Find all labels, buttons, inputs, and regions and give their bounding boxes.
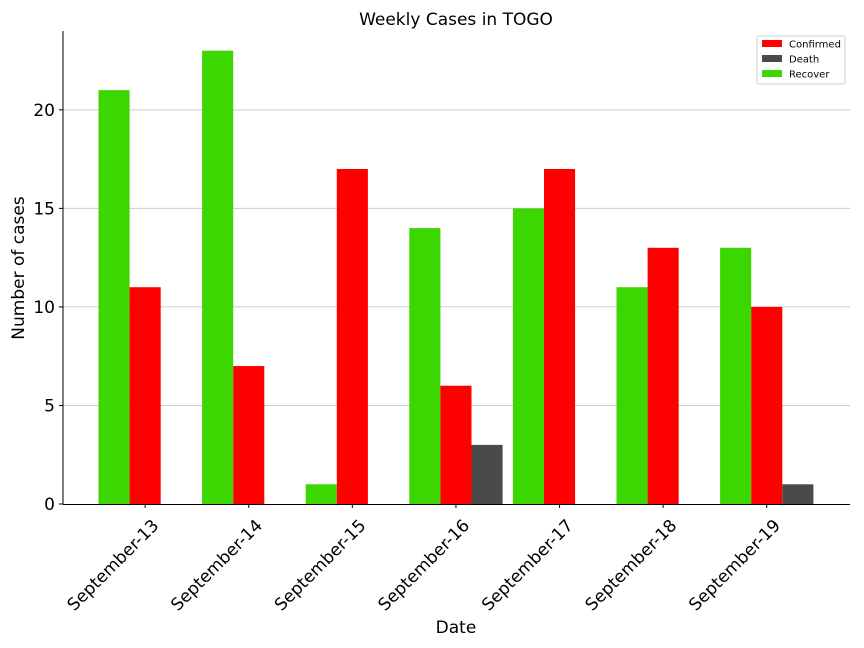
bar-confirmed-september-15 <box>336 168 368 505</box>
bar-confirmed-september-16 <box>440 385 472 504</box>
x-tick-label: September-16 <box>375 516 474 615</box>
legend: Confirmed Death Recover <box>756 35 846 85</box>
bars <box>98 50 814 505</box>
bar-recover-september-16 <box>409 228 441 505</box>
bar-confirmed-september-14 <box>233 366 265 504</box>
chart-title: Weekly Cases in TOGO <box>359 10 553 30</box>
x-tick-label: September-15 <box>271 516 370 615</box>
y-tick-label: 0 <box>44 495 55 515</box>
x-ticks: September-13 September-14 September-15 Sept… <box>64 504 785 615</box>
x-tick-label: September-17 <box>478 516 577 615</box>
y-ticks: 0 5 10 15 20 <box>33 101 63 515</box>
x-tick-label: September-18 <box>582 516 681 615</box>
legend-swatch-death <box>762 55 782 62</box>
bar-confirmed-september-17 <box>544 168 576 505</box>
bar-recover-september-13 <box>98 90 130 504</box>
legend-label-recover: Recover <box>789 70 830 81</box>
x-axis-label: Date <box>436 618 477 638</box>
bar-recover-september-17 <box>512 208 544 504</box>
legend-label-confirmed: Confirmed <box>789 40 841 51</box>
bar-recover-september-14 <box>202 50 234 504</box>
bar-death-september-16 <box>471 444 503 504</box>
legend-swatch-recover <box>762 70 782 77</box>
bar-recover-september-19 <box>720 247 752 504</box>
y-tick-label: 15 <box>33 199 55 219</box>
bar-confirmed-september-13 <box>129 287 161 504</box>
bar-recover-september-15 <box>305 484 337 504</box>
bar-confirmed-september-19 <box>751 306 783 504</box>
bar-confirmed-september-18 <box>647 247 679 504</box>
y-axis-label: Number of cases <box>9 196 29 340</box>
bar-death-september-19 <box>782 484 814 504</box>
y-tick-label: 5 <box>44 396 55 416</box>
legend-label-death: Death <box>789 55 819 66</box>
x-tick-label: September-19 <box>685 516 784 615</box>
legend-swatch-confirmed <box>762 40 782 47</box>
bar-recover-september-18 <box>616 287 648 504</box>
x-tick-label: September-14 <box>167 516 266 615</box>
y-tick-label: 20 <box>33 101 55 121</box>
x-tick-label: September-13 <box>64 516 163 615</box>
y-tick-label: 10 <box>33 298 55 318</box>
